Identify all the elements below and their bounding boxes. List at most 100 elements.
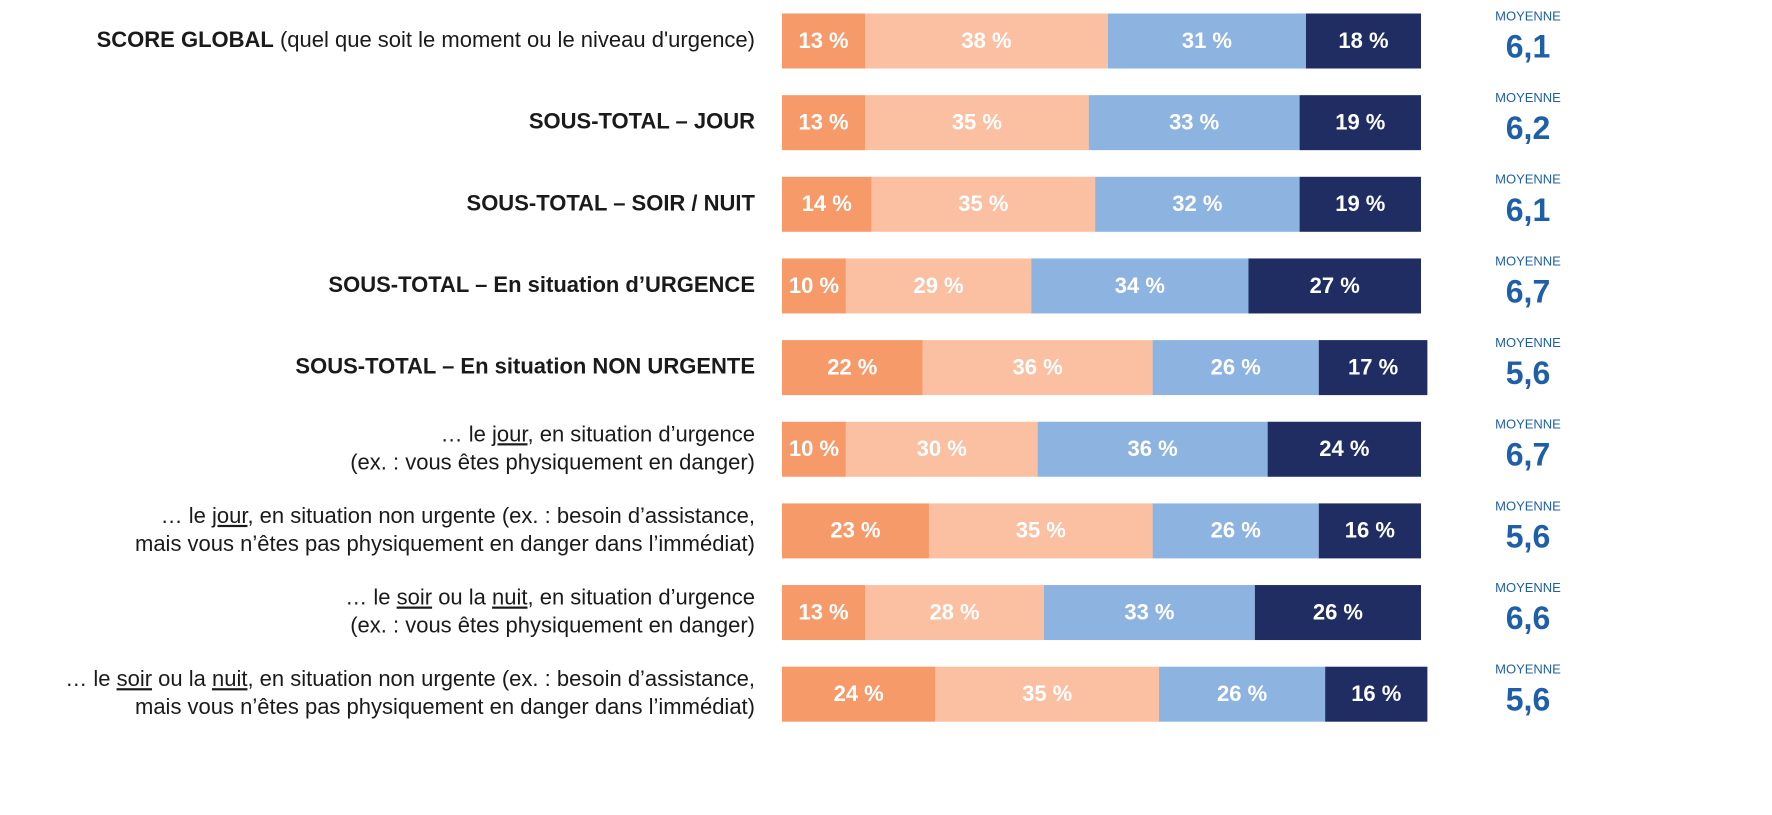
label-run: nuit [492,584,527,609]
bar-segment [1318,340,1428,396]
label-run: ou la [152,666,212,691]
mean-caption: MOYENNE [1495,8,1561,23]
bar-segment [782,258,846,314]
row-label: mais vous n’êtes pas physiquement en dan… [135,694,755,719]
bar-segment [1254,585,1421,641]
segment-label: 34 % [1115,273,1165,298]
row-label: SCORE GLOBAL (quel que soit le moment ou… [97,27,755,52]
segment-label: 22 % [827,354,877,379]
bar-segment [1248,258,1421,314]
bar-segment [1043,585,1255,641]
mean-caption: MOYENNE [1495,580,1561,595]
label-run: … le [161,503,212,528]
segment-label: 24 % [834,681,884,706]
bar-segment [1152,503,1319,559]
label-run: SOUS-TOTAL – SOIR / NUIT [467,190,756,215]
bar-segment [865,13,1108,69]
segment-label: 26 % [1217,681,1267,706]
label-run: soir [117,666,152,691]
bar-segment [845,421,1038,477]
segment-label: 33 % [1169,109,1219,134]
label-run: , en situation non urgente (ex. : besoin… [247,666,755,691]
segment-label: 26 % [1211,518,1261,543]
label-run: SOUS-TOTAL – En situation d’URGENCE [328,272,755,297]
segment-label: 35 % [958,191,1008,216]
mean-value: 6,7 [1506,273,1550,309]
segment-label: 26 % [1211,354,1261,379]
bar-segment [782,95,866,151]
label-run: … le [441,421,492,446]
segment-label: 33 % [1124,599,1174,624]
mean-value: 5,6 [1506,355,1550,391]
bar-segment [782,666,936,722]
segment-label: 35 % [952,109,1002,134]
segment-label: 16 % [1345,518,1395,543]
mean-caption: MOYENNE [1495,172,1561,187]
mean-value: 5,6 [1506,518,1550,554]
mean-value: 5,6 [1506,682,1550,718]
label-run: (quel que soit le moment ou le niveau d'… [274,27,755,52]
segment-label: 27 % [1310,273,1360,298]
segment-label: 23 % [830,518,880,543]
segment-label: 26 % [1313,599,1363,624]
bar-segment [865,585,1044,641]
mean-value: 6,2 [1506,110,1550,146]
label-run: jour [211,503,248,528]
label-run: (ex. : vous êtes physiquement en danger) [350,449,755,474]
row-label: … le jour, en situation non urgente (ex.… [161,503,755,528]
row-label: … le soir ou la nuit, en situation non u… [65,666,755,691]
mean-caption: MOYENNE [1495,498,1561,513]
bar-segment [1267,421,1421,477]
row-label: … le soir ou la nuit, en situation d’urg… [345,584,755,609]
row-label: … le jour, en situation d’urgence [441,421,755,446]
segment-label: 31 % [1182,28,1232,53]
segment-label: 13 % [798,599,848,624]
label-run: , en situation non urgente (ex. : besoin… [247,503,755,528]
segment-label: 38 % [961,28,1011,53]
label-run: mais vous n’êtes pas physiquement en dan… [135,694,755,719]
label-run: soir [397,584,432,609]
mean-caption: MOYENNE [1495,417,1561,432]
bar-segment [782,13,866,69]
row-label: SOUS-TOTAL – En situation d’URGENCE [328,272,755,297]
bar-segment [871,176,1096,232]
bar-segment [845,258,1032,314]
bar-segment [1299,95,1421,151]
mean-value: 6,6 [1506,600,1550,636]
bar-segment [865,95,1089,151]
segment-label: 24 % [1319,436,1369,461]
bar-segment [782,340,923,396]
bar-segment [782,503,929,559]
bar-segment [1325,666,1428,722]
mean-value: 6,7 [1506,437,1550,473]
segment-label: 16 % [1351,681,1401,706]
bar-segment [922,340,1153,396]
label-run: jour [491,421,528,446]
mean-caption: MOYENNE [1495,253,1561,268]
segment-label: 29 % [913,273,963,298]
bar-segment [1095,176,1300,232]
segment-label: 36 % [1013,354,1063,379]
segment-label: 28 % [929,599,979,624]
label-run: SOUS-TOTAL – JOUR [529,108,755,133]
bar-segment [935,666,1160,722]
row-label: SOUS-TOTAL – En situation NON URGENTE [295,353,755,378]
row-label: SOUS-TOTAL – SOIR / NUIT [467,190,756,215]
mean-caption: MOYENNE [1495,662,1561,677]
segment-label: 35 % [1022,681,1072,706]
bar-segment [782,421,846,477]
label-run: , en situation d’urgence [528,584,756,609]
label-run: mais vous n’êtes pas physiquement en dan… [135,531,755,556]
label-run: … le [65,666,116,691]
row-label: (ex. : vous êtes physiquement en danger) [350,449,755,474]
label-run: (ex. : vous êtes physiquement en danger) [350,612,755,637]
label-run: nuit [212,666,247,691]
bar-segment [1305,13,1421,69]
bar-segment [1159,666,1326,722]
bar-segment [1088,95,1300,151]
bar-segment [1037,421,1268,477]
bar-segment [1318,503,1421,559]
mean-caption: MOYENNE [1495,335,1561,350]
label-run: , en situation d’urgence [528,421,756,446]
segment-label: 10 % [789,273,839,298]
